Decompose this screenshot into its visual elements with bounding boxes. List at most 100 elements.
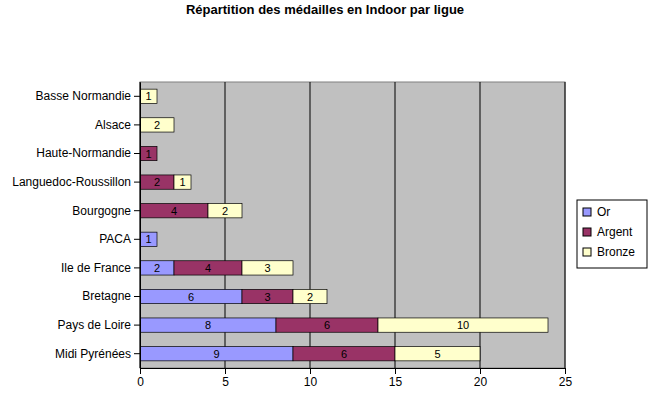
y-tick-mark bbox=[134, 325, 140, 326]
y-tick-label: Ile de France bbox=[61, 261, 131, 275]
x-axis: 0 5 10 15 20 25 bbox=[137, 368, 572, 389]
grid-line bbox=[565, 82, 566, 368]
chart-title: Répartition des médailles en Indoor par … bbox=[186, 2, 464, 17]
y-tick: Bourgogne bbox=[72, 204, 140, 218]
data-label: 8 bbox=[205, 319, 211, 331]
y-tick-label: Bourgogne bbox=[72, 204, 131, 218]
y-tick: Alsace bbox=[95, 118, 140, 132]
y-tick-label: PACA bbox=[99, 232, 131, 246]
data-labels: 986216634421510232121 bbox=[145, 90, 469, 359]
y-tick: Ile de France bbox=[61, 261, 140, 275]
data-label: 6 bbox=[188, 291, 194, 303]
data-label: 2 bbox=[307, 291, 313, 303]
data-label: 4 bbox=[171, 205, 177, 217]
legend-label: Or bbox=[597, 205, 610, 219]
y-tick-label: Midi Pyrénées bbox=[55, 347, 131, 361]
y-tick-label: Basse Normandie bbox=[36, 89, 132, 103]
y-tick-label: Bretagne bbox=[82, 289, 131, 303]
plot: 9862166344215102321210510152025Basse Nor… bbox=[12, 82, 572, 389]
x-tick: 20 bbox=[474, 368, 488, 389]
x-tick-label: 5 bbox=[222, 375, 229, 389]
y-tick: Midi Pyrénées bbox=[55, 347, 140, 361]
y-tick: Languedoc-Roussillon bbox=[12, 175, 140, 189]
chart-svg: Répartition des médailles en Indoor par … bbox=[0, 0, 655, 396]
x-tick-label: 15 bbox=[389, 375, 403, 389]
legend-swatch bbox=[583, 208, 591, 216]
x-tick-label: 20 bbox=[474, 375, 488, 389]
bar-segment bbox=[174, 261, 242, 275]
y-tick-mark bbox=[134, 239, 140, 240]
y-tick-label: Haute-Normandie bbox=[36, 146, 131, 160]
x-tick-mark bbox=[225, 368, 226, 374]
data-label: 2 bbox=[154, 262, 160, 274]
data-label: 2 bbox=[154, 119, 160, 131]
bar-segment bbox=[140, 118, 174, 132]
bar-segment bbox=[140, 318, 276, 332]
y-tick: Haute-Normandie bbox=[36, 146, 140, 160]
data-label: 3 bbox=[264, 291, 270, 303]
y-tick-label: Alsace bbox=[95, 118, 131, 132]
x-tick-label: 25 bbox=[559, 375, 573, 389]
bar-segment bbox=[208, 204, 242, 218]
data-label: 2 bbox=[154, 176, 160, 188]
bar-segment bbox=[140, 204, 208, 218]
y-tick-mark bbox=[134, 153, 140, 154]
bar-segment bbox=[174, 175, 191, 189]
bar-segment bbox=[293, 289, 327, 303]
bar-segment bbox=[140, 261, 174, 275]
y-tick-label: Pays de Loire bbox=[58, 318, 132, 332]
data-label: 1 bbox=[145, 148, 151, 160]
y-tick: Pays de Loire bbox=[58, 318, 140, 332]
data-label: 1 bbox=[179, 176, 185, 188]
bar-segment bbox=[395, 347, 480, 361]
y-tick-mark bbox=[134, 124, 140, 125]
data-label: 1 bbox=[145, 233, 151, 245]
bar-segment bbox=[140, 347, 293, 361]
bar-segment bbox=[140, 89, 157, 103]
bar-segment bbox=[276, 318, 378, 332]
y-tick-mark bbox=[134, 267, 140, 268]
data-label: 5 bbox=[434, 348, 440, 360]
y-axis-line bbox=[140, 83, 141, 369]
x-tick-label: 0 bbox=[137, 375, 144, 389]
data-label: 2 bbox=[222, 205, 228, 217]
y-tick: Bretagne bbox=[82, 289, 140, 303]
x-tick: 15 bbox=[389, 368, 403, 389]
bar-segment bbox=[242, 261, 293, 275]
data-label: 4 bbox=[205, 262, 211, 274]
x-tick-mark bbox=[480, 368, 481, 374]
bar-segment bbox=[140, 232, 157, 246]
legend-label: Bronze bbox=[597, 245, 635, 259]
data-label: 9 bbox=[213, 348, 219, 360]
x-tick-mark bbox=[310, 368, 311, 374]
x-tick-label: 10 bbox=[304, 375, 318, 389]
plot-background bbox=[140, 82, 565, 368]
chart-container: Répartition des médailles en Indoor par … bbox=[0, 0, 655, 396]
y-tick: PACA bbox=[99, 232, 140, 246]
y-tick-mark bbox=[134, 353, 140, 354]
x-tick: 25 bbox=[559, 368, 573, 389]
bar-segment bbox=[293, 347, 395, 361]
x-tick: 10 bbox=[304, 368, 318, 389]
bar-segment bbox=[140, 289, 242, 303]
x-tick-mark bbox=[395, 368, 396, 374]
bar-segment bbox=[242, 289, 293, 303]
bars bbox=[140, 89, 548, 361]
x-tick-mark bbox=[565, 368, 566, 374]
bar-segment bbox=[140, 175, 174, 189]
legend-label: Argent bbox=[597, 225, 633, 239]
legend-swatch bbox=[583, 228, 591, 236]
legend-box bbox=[577, 200, 647, 268]
data-label: 10 bbox=[457, 319, 469, 331]
x-tick-mark bbox=[140, 368, 141, 374]
x-tick: 5 bbox=[222, 368, 229, 389]
data-label: 6 bbox=[341, 348, 347, 360]
bar-segment bbox=[378, 318, 548, 332]
y-tick-mark bbox=[134, 210, 140, 211]
legend-swatch bbox=[583, 248, 591, 256]
bar-segment bbox=[140, 146, 157, 160]
data-label: 1 bbox=[145, 90, 151, 102]
data-label: 3 bbox=[264, 262, 270, 274]
y-tick: Basse Normandie bbox=[36, 89, 140, 103]
x-axis-line bbox=[141, 368, 566, 369]
